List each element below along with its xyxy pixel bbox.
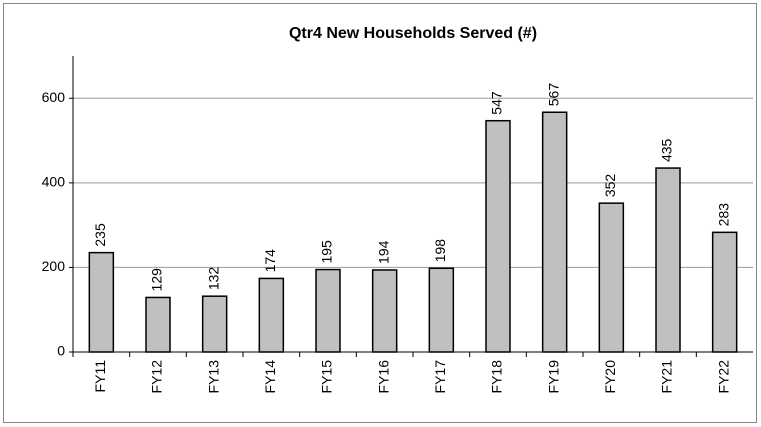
x-tick-label: FY12 [149, 360, 165, 394]
x-tick-label: FY22 [715, 360, 731, 394]
bar [258, 277, 285, 353]
x-tick-label: FY19 [545, 360, 561, 394]
x-tick-label: FY21 [659, 360, 675, 394]
x-tick-label: FY16 [375, 360, 391, 394]
bar [485, 119, 511, 353]
bar [315, 268, 341, 353]
data-label: 195 [319, 240, 335, 264]
y-tick-label: 600 [42, 89, 66, 105]
x-tick-label: FY13 [205, 360, 221, 394]
bar [88, 251, 115, 353]
y-tick-label: 400 [42, 174, 66, 190]
x-tick-label: FY15 [319, 360, 335, 394]
bar [371, 269, 398, 353]
bar [711, 231, 738, 353]
data-label: 132 [205, 267, 221, 291]
x-tick-label: FY17 [432, 360, 448, 394]
y-tick-label: 0 [57, 343, 65, 359]
chart-title: Qtr4 New Households Served (#) [289, 25, 537, 42]
bar [145, 296, 171, 353]
data-label: 198 [432, 239, 448, 263]
x-tick-label: FY18 [489, 360, 505, 394]
data-label: 567 [545, 83, 561, 107]
bar [428, 267, 455, 353]
data-label: 129 [149, 268, 165, 292]
data-label: 352 [602, 174, 618, 198]
data-label: 435 [659, 138, 675, 162]
data-label: 174 [262, 249, 278, 273]
data-label: 235 [92, 223, 108, 247]
chart-border [3, 3, 757, 423]
bar [655, 167, 681, 353]
bar [541, 111, 568, 353]
data-label: 283 [715, 203, 731, 227]
bar [598, 202, 625, 353]
data-label: 547 [489, 91, 505, 115]
bar [201, 295, 228, 353]
data-label: 194 [375, 240, 391, 264]
y-tick-label: 200 [42, 258, 66, 274]
x-tick-label: FY14 [262, 360, 278, 394]
x-tick-label: FY11 [92, 360, 108, 393]
x-tick-label: FY20 [602, 360, 618, 394]
